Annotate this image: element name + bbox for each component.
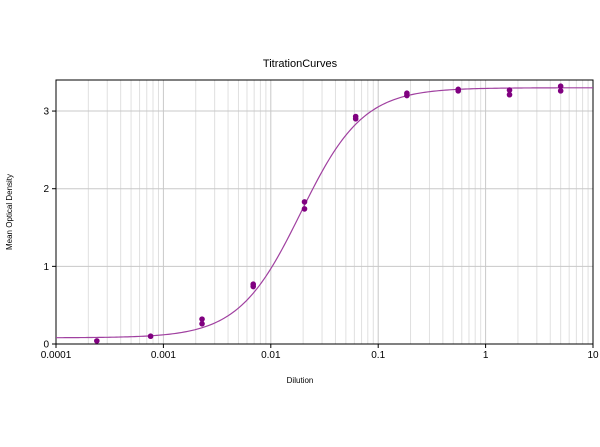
fit-curve (56, 87, 593, 339)
plot-frame (55, 79, 594, 345)
x-tick-label: 0.1 (371, 350, 385, 361)
data-point (506, 87, 513, 93)
data-point (301, 206, 308, 212)
y-tick-label: 0 (43, 340, 49, 351)
y-axis-label: Mean Optical Density (5, 174, 14, 250)
x-tick-label: 0.0001 (41, 350, 72, 361)
data-point (352, 116, 359, 122)
data-point (455, 88, 462, 94)
grid-lines (56, 80, 593, 344)
data-point (557, 88, 564, 94)
x-axis-label: Dilution (287, 376, 314, 385)
data-point (199, 316, 205, 322)
x-axis-ticks: 0.0001 0.001 0.01 0.1 1 10 (41, 344, 599, 361)
x-tick-label: 10 (587, 350, 599, 361)
data-point (147, 333, 154, 340)
y-tick-label: 3 (43, 107, 49, 118)
data-point (404, 92, 410, 99)
data-point (250, 283, 257, 290)
data-point (506, 91, 513, 98)
x-tick-label: 0.001 (151, 350, 176, 361)
data-point (301, 199, 308, 205)
data-points (94, 83, 564, 344)
data-point (199, 321, 205, 327)
y-axis-ticks: 0 1 2 3 (43, 107, 56, 351)
data-point (94, 338, 100, 344)
y-tick-label: 2 (43, 184, 49, 195)
chart-title: TitrationCurves (263, 58, 338, 70)
data-point (557, 83, 564, 90)
x-tick-label: 1 (483, 350, 489, 361)
x-tick-label: 0.01 (261, 350, 281, 361)
y-tick-label: 1 (43, 262, 49, 273)
